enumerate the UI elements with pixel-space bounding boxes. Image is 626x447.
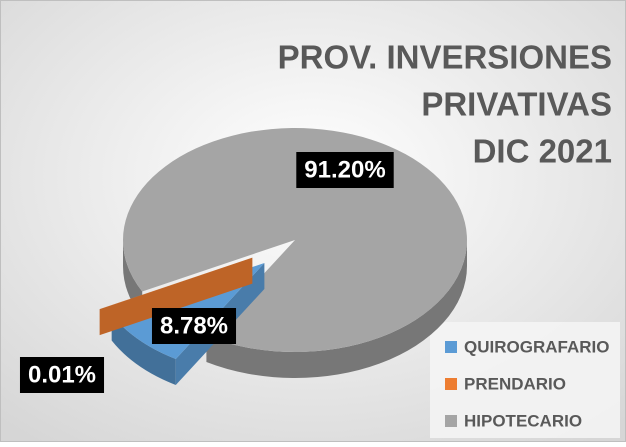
data-label: 8.78%: [160, 312, 228, 339]
legend-label: HIPOTECARIO: [464, 411, 582, 430]
data-label: 91.20%: [304, 156, 385, 183]
data-label-group: 8.78%: [152, 308, 236, 344]
legend-label: QUIROGRAFARIO: [464, 337, 609, 356]
data-label-group: 0.01%: [20, 357, 104, 393]
chart-title: DIC 2021: [473, 133, 612, 170]
chart-title: PRIVATIVAS: [421, 86, 612, 123]
legend-swatch: [445, 415, 457, 427]
data-label: 0.01%: [28, 361, 96, 388]
legend-swatch: [445, 341, 457, 353]
legend-swatch: [445, 378, 457, 390]
chart-title: PROV. INVERSIONES: [278, 39, 612, 76]
legend-label: PRENDARIO: [464, 374, 566, 393]
data-label-group: 91.20%: [296, 152, 393, 188]
